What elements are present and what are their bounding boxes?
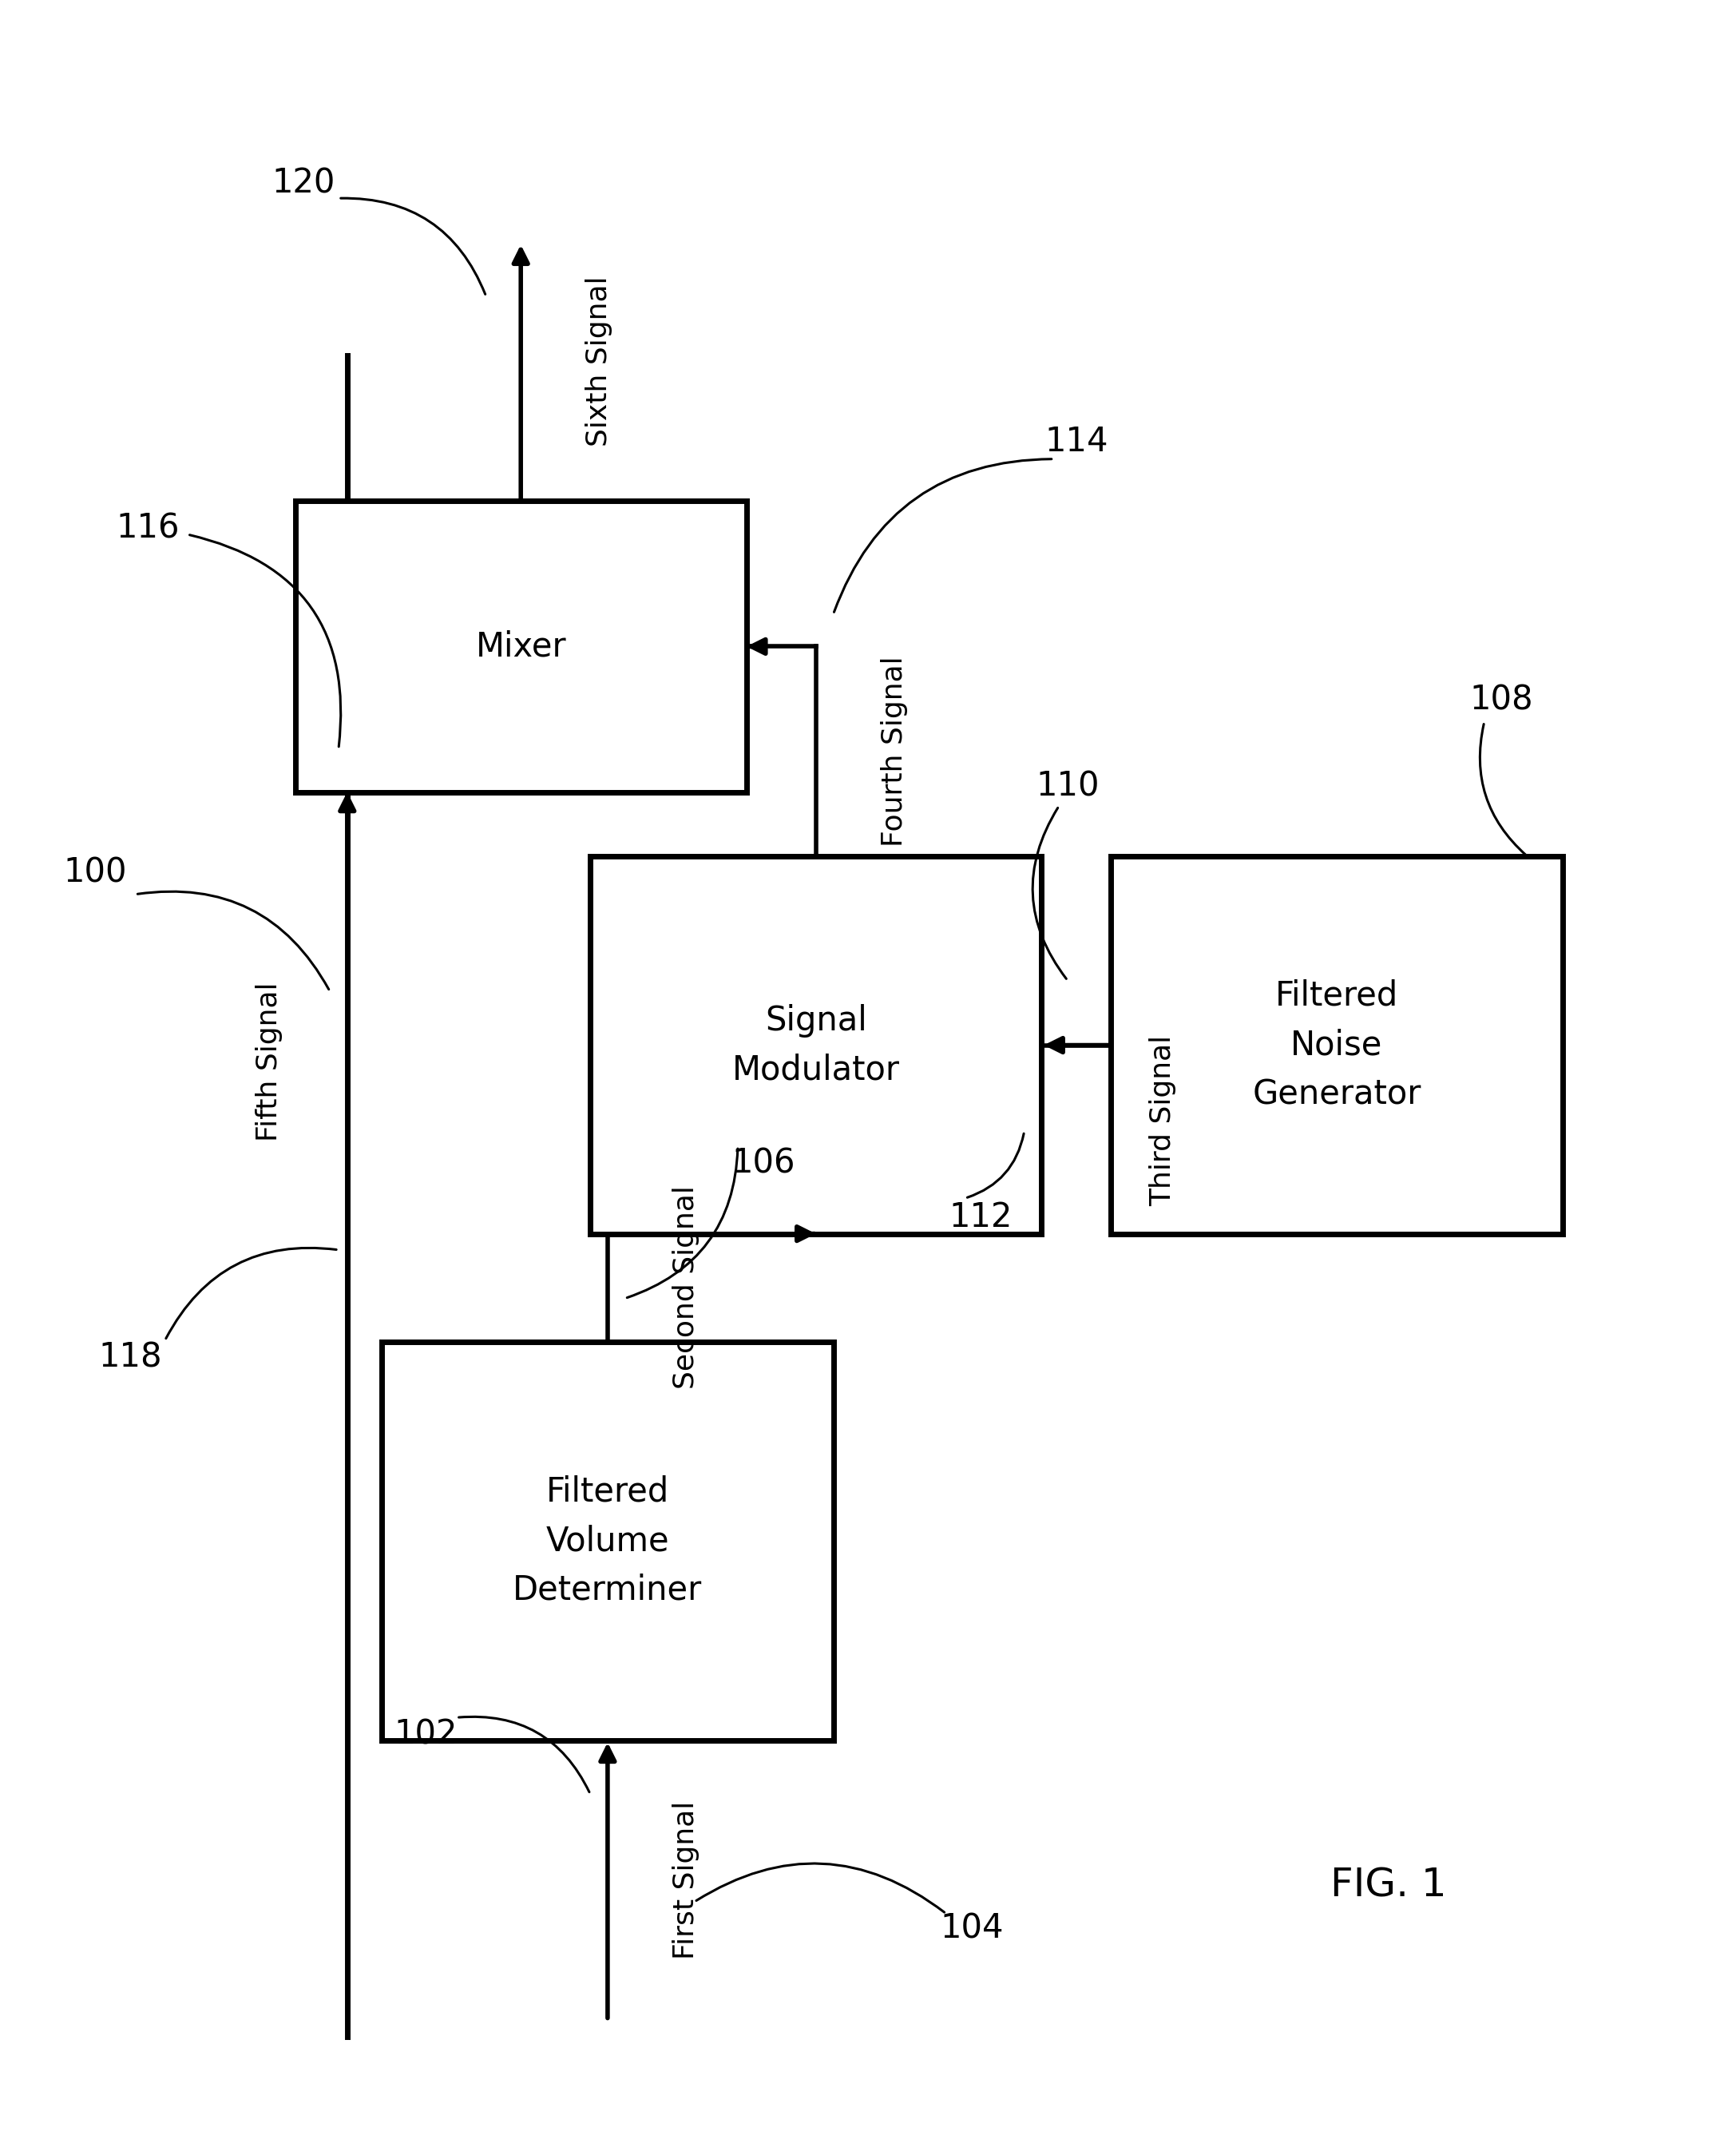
Text: Signal
Modulator: Signal Modulator	[733, 1004, 899, 1086]
Text: Filtered
Noise
Generator: Filtered Noise Generator	[1252, 978, 1422, 1112]
Text: FIG. 1: FIG. 1	[1332, 1866, 1446, 1905]
Bar	[295, 500, 746, 793]
Bar	[1111, 856, 1562, 1233]
Text: Fifth Signal: Fifth Signal	[255, 983, 283, 1142]
Text: 120: 120	[273, 166, 335, 200]
Text: 104: 104	[941, 1911, 1003, 1946]
Text: 102: 102	[394, 1718, 457, 1752]
Text: Sixth Signal: Sixth Signal	[585, 276, 613, 446]
Text: Filtered
Volume
Determiner: Filtered Volume Determiner	[512, 1474, 703, 1608]
Text: 108: 108	[1470, 683, 1533, 718]
Text: 114: 114	[1045, 425, 1108, 459]
Text: Third Signal: Third Signal	[1149, 1034, 1177, 1207]
Text: 110: 110	[1036, 769, 1099, 804]
Bar	[590, 856, 1042, 1233]
Text: 100: 100	[64, 856, 127, 890]
Text: Fourth Signal: Fourth Signal	[880, 657, 908, 847]
Text: First Signal: First Signal	[672, 1802, 700, 1959]
Text: 116: 116	[116, 511, 179, 545]
Bar	[382, 1340, 833, 1741]
Text: 106: 106	[733, 1146, 795, 1181]
Text: 118: 118	[99, 1340, 161, 1375]
Text: Mixer: Mixer	[476, 629, 566, 664]
Text: Second Signal: Second Signal	[672, 1185, 700, 1390]
Text: 112: 112	[950, 1200, 1012, 1235]
